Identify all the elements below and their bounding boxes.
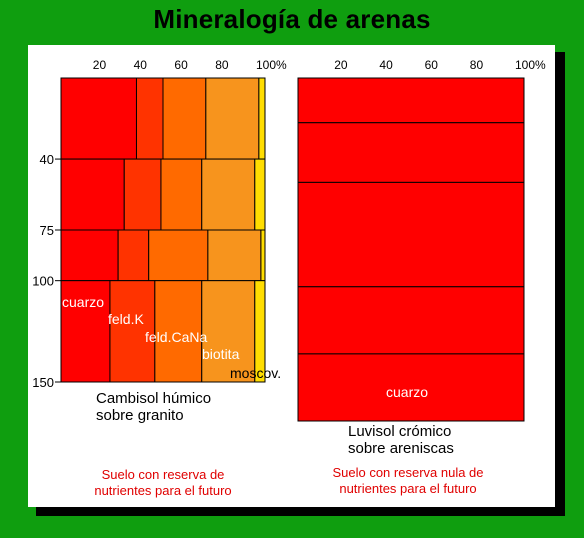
left-layer-3-segment-cuarzo [60,280,111,383]
right-caption-line2: sobre areniscas [348,440,454,457]
right-top-tick-label: 20 [334,58,348,72]
left-top-tick-label: 20 [93,58,107,72]
left-top-tick-label: 80 [215,58,229,72]
right-layer-1-cuarzo [297,122,525,183]
left-layer-1-segment-biotita [201,158,256,231]
left-mineral-label-feldCaNa: feld.CaNa [145,329,207,345]
left-layer-0-segment-feldK [135,77,164,160]
page-title: Mineralogía de arenas [153,4,431,34]
right-layer-0-cuarzo [297,77,525,124]
left-top-tick-label: 40 [134,58,148,72]
left-caption-line1: Cambisol húmico [96,390,212,407]
depth-tick-label: 75 [40,223,54,238]
right-note-line2: nutrientes para el futuro [339,481,477,496]
left-layer-3-segment-feldCaNa [154,280,203,383]
right-note-line1: Suelo con reserva nula de [332,465,484,480]
left-mineral-label-biotita: biotita [202,346,240,362]
left-layer-3-segment-biotita [201,280,256,383]
left-layer-0-segment-moscov [258,77,266,160]
left-layer-0-segment-biotita [205,77,260,160]
right-mineral-label-cuarzo: cuarzo [386,384,428,400]
left-layer-1-segment-feldK [123,158,162,231]
right-top-tick-label: 60 [425,58,439,72]
left-layer-3-segment-moscov [254,280,266,383]
left-note-line1: Suelo con reserva de [101,467,225,482]
left-layer-3-segment-feldK [109,280,156,383]
right-top-tick-label: 40 [379,58,393,72]
left-top-tick-label: 100% [256,58,287,72]
left-layer-1-segment-feldCaNa [160,158,203,231]
right-layer-4-cuarzo [297,353,525,422]
left-layer-1-segment-cuarzo [60,158,125,231]
left-mineral-label-moscov: moscov. [230,365,281,381]
diagram-svg: 20 40 60 80 100%4075100150cuarzofeld.Kfeld.C… [32,58,546,422]
left-layer-0-segment-feldCaNa [162,77,207,160]
right-layer-2-cuarzo [297,181,525,288]
diagram-panel: 20 40 60 80 100% 40 75 100 150 cuarzo feld.K feld.C… [28,45,555,507]
left-layer-2-segment-feldCaNa [148,229,209,282]
left-layer-1-segment-moscov [254,158,266,231]
depth-tick-label: 150 [32,375,54,390]
right-top-tick-label: 80 [470,58,484,72]
right-caption-line1: Luvisol crómico [348,423,452,440]
left-layer-0-segment-cuarzo [60,77,137,160]
left-layer-2-segment-feldK [117,229,150,282]
left-mineral-label-feldK: feld.K [108,311,144,327]
left-layer-2-segment-biotita [207,229,262,282]
right-top-tick-label: 100% [515,58,546,72]
left-layer-2-segment-cuarzo [60,229,119,282]
depth-tick-label: 40 [40,152,54,167]
depth-tick-label: 100 [32,274,54,289]
left-mineral-label-cuarzo: cuarzo [62,294,104,310]
left-top-tick-label: 60 [174,58,188,72]
right-layer-3-cuarzo [297,286,525,355]
left-layer-2-segment-moscov [260,229,266,282]
left-caption-line2: sobre granito [96,407,184,424]
left-note-line2: nutrientes para el futuro [94,483,232,498]
